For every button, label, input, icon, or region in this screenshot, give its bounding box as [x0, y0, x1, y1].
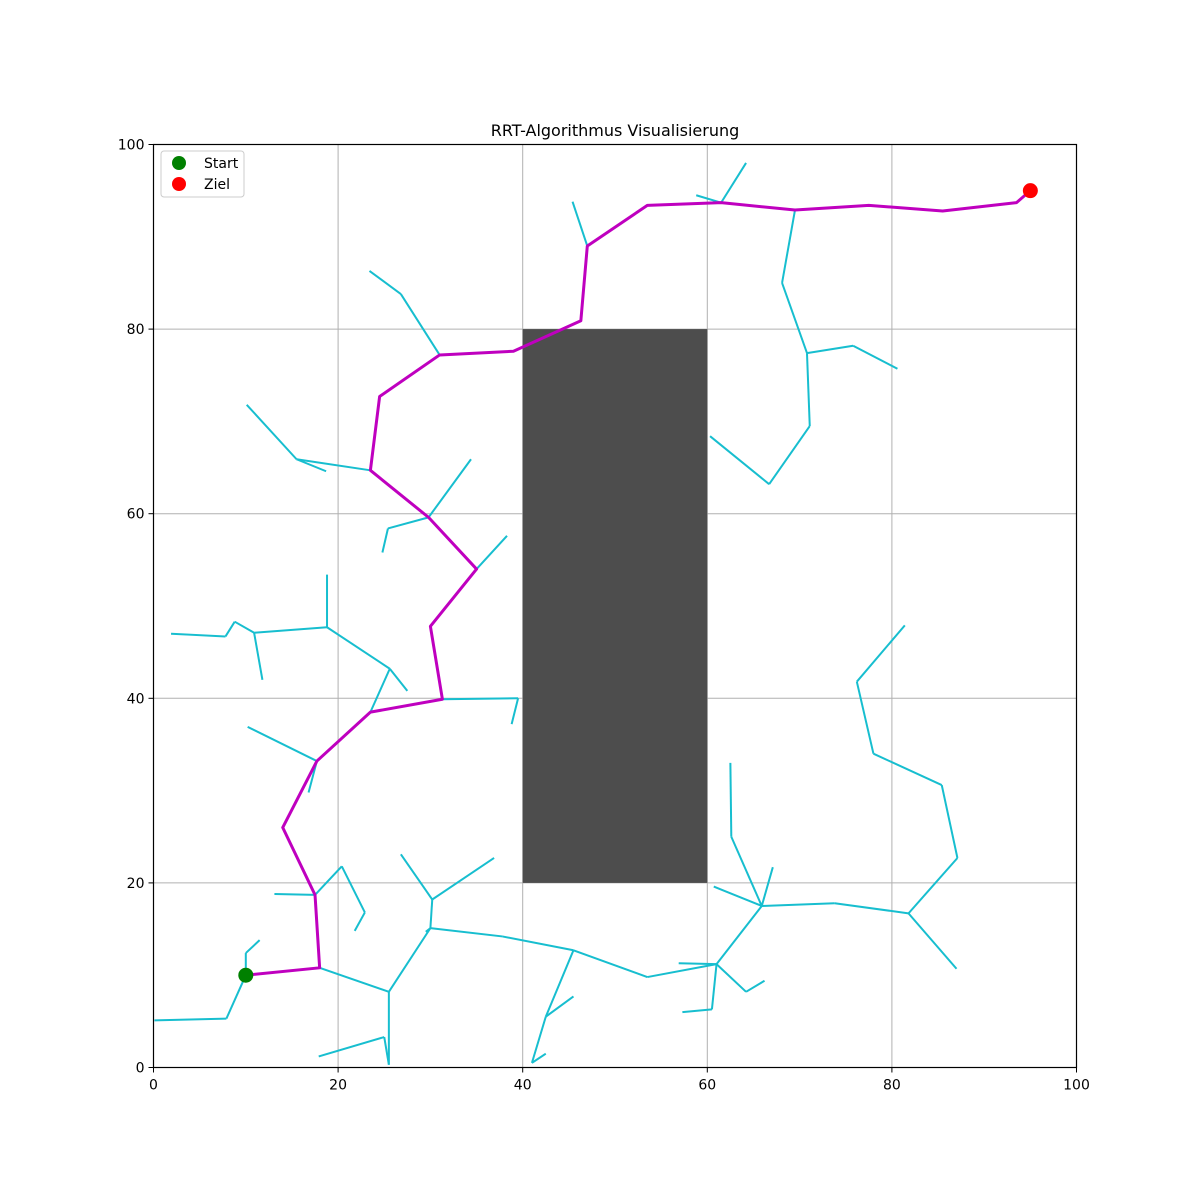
- x-tick-label-2: 40: [514, 1078, 532, 1094]
- legend-goal-label: Ziel: [204, 177, 230, 193]
- tree-edge-7: [318, 1036, 385, 1058]
- tree-edge-29: [729, 762, 733, 837]
- legend-start-marker: [172, 156, 186, 170]
- tree-edge-30: [760, 866, 774, 907]
- y-tick-label-4: 80: [127, 322, 145, 338]
- tree-edge-20: [647, 963, 717, 979]
- tree-edge-25: [745, 979, 766, 993]
- tree-edge-55: [510, 698, 520, 725]
- tree-edge-51: [234, 620, 255, 634]
- tree-edge-15: [544, 949, 575, 1018]
- tree-edge-6: [383, 1036, 390, 1065]
- rrt-tree: [154, 162, 959, 1065]
- x-tick-label-0: 0: [149, 1078, 158, 1094]
- tree-edge-57: [427, 458, 472, 518]
- tree-edge-43: [247, 726, 318, 762]
- tree-edge-33: [907, 912, 958, 970]
- tree-edge-36: [873, 752, 943, 786]
- y-tick-label-5: 100: [118, 138, 145, 154]
- x-tick-label-5: 100: [1063, 1078, 1090, 1094]
- tree-edge-24: [715, 963, 747, 993]
- tree-edge-60: [296, 458, 371, 472]
- tree-edge-14: [502, 935, 574, 952]
- tree-edge-40: [314, 865, 343, 896]
- tree-edge-12: [431, 857, 495, 901]
- tree-edge-39: [274, 892, 316, 896]
- tree-edge-62: [245, 404, 298, 460]
- tree-edge-50: [253, 632, 264, 681]
- tree-edge-69: [781, 282, 808, 354]
- tree-edge-73: [768, 425, 811, 485]
- tree-edge-21: [678, 962, 717, 966]
- x-tick-label-1: 20: [329, 1078, 347, 1094]
- tree-edge-41: [340, 865, 366, 913]
- tree-edge-52: [224, 621, 236, 637]
- y-tick-label-2: 40: [127, 691, 145, 707]
- tree-edge-1: [154, 1017, 227, 1022]
- tree-edge-67: [720, 162, 747, 204]
- tree-edge-47: [326, 626, 391, 670]
- tree-edge-49: [254, 626, 328, 634]
- tree-edge-63: [400, 293, 441, 356]
- obstacle-rect: [522, 329, 708, 883]
- y-tick-label-1: 20: [127, 876, 145, 892]
- tree-edge-34: [907, 857, 959, 915]
- tree-edge-38: [856, 624, 906, 683]
- tree-edge-28: [730, 836, 763, 907]
- tree-edge-45: [369, 668, 391, 713]
- legend-goal-marker: [172, 177, 186, 191]
- tree-edge-32: [834, 902, 909, 915]
- tree-edge-61: [296, 458, 327, 473]
- goal-marker: [1022, 183, 1038, 199]
- tree-edge-59: [381, 528, 389, 553]
- tree-edge-4: [319, 966, 390, 993]
- tree-edge-8: [388, 927, 432, 993]
- tree-edge-53: [170, 632, 226, 638]
- tree-edge-37: [855, 681, 875, 754]
- y-tick-label-3: 60: [127, 507, 145, 523]
- tree-edge-23: [682, 1008, 713, 1014]
- plot-frame: [152, 143, 1078, 1069]
- tree-edge-13: [430, 927, 503, 938]
- tree-edge-19: [573, 949, 648, 978]
- tree-edge-3: [245, 939, 261, 954]
- tree-edge-56: [475, 535, 508, 570]
- tree-edge-27: [713, 885, 763, 907]
- chart-title: RRT-Algorithmus Visualisierung: [491, 121, 740, 140]
- tree-edge-42: [353, 911, 366, 932]
- start-marker: [238, 967, 254, 983]
- tree-edge-9: [425, 927, 432, 933]
- path-line: [245, 189, 1032, 977]
- tree-edge-46: [389, 668, 409, 692]
- y-tick-label-0: 0: [136, 1061, 145, 1077]
- tree-edge-16: [530, 1016, 547, 1064]
- tree-edge-10: [429, 899, 434, 929]
- tree-edge-18: [545, 995, 575, 1018]
- tree-edge-22: [710, 964, 718, 1010]
- legend-start-label: Start: [204, 156, 239, 172]
- axis-ticks: 0 20 40 60 80 100 0 20 40 60 80 100: [118, 138, 1090, 1094]
- x-tick-label-4: 80: [883, 1078, 901, 1094]
- tree-edge-68: [781, 209, 796, 284]
- tree-edge-35: [940, 784, 959, 859]
- tree-edge-64: [368, 270, 402, 295]
- tree-edge-65: [571, 201, 589, 247]
- tree-edge-58: [387, 516, 429, 530]
- tree-edge-26: [715, 905, 763, 965]
- rrt-path: [245, 189, 1032, 977]
- tree-edge-70: [806, 344, 854, 355]
- legend: Start Ziel: [160, 150, 245, 198]
- tree-edge-74: [709, 435, 770, 485]
- tree-edge-11: [400, 853, 434, 901]
- tree-edge-31: [761, 902, 835, 907]
- tree-edge-71: [852, 344, 898, 370]
- tree-edge-17: [531, 1052, 547, 1064]
- tree-edge-54: [442, 697, 519, 701]
- x-tick-label-3: 60: [698, 1078, 716, 1094]
- tree-edge-0: [225, 974, 247, 1019]
- tree-edge-72: [805, 353, 811, 427]
- markers: [238, 183, 1038, 983]
- obstacle-layer: [522, 329, 708, 883]
